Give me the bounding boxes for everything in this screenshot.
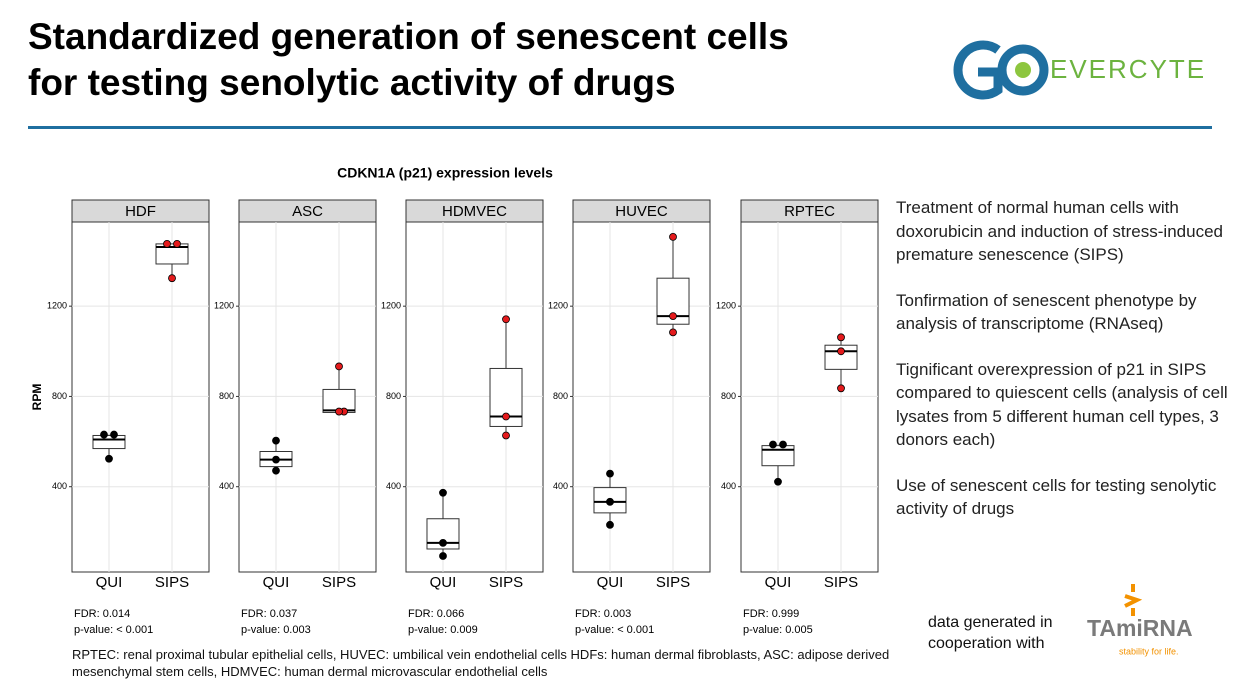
fdr: FDR: 0.014 <box>74 608 130 620</box>
panel <box>71 221 210 573</box>
point <box>272 466 280 475</box>
bullet: Tonfirmation of senescent phenotype by a… <box>896 290 1197 334</box>
figure-title: CDKN1A (p21) expression levels <box>337 165 553 181</box>
bullet: Tignificant overexpression of p21 in SIP… <box>896 359 1228 450</box>
p-value: p-value: < 0.001 <box>575 624 654 636</box>
title-line: Standardized generation of senescent cel… <box>28 16 789 57</box>
point <box>335 362 343 371</box>
fdr: FDR: 0.003 <box>575 608 631 620</box>
x-tick-label: SIPS <box>824 574 858 591</box>
point <box>439 538 447 547</box>
x-tick-label: QUI <box>430 574 457 591</box>
y-tick-label: 1200 <box>381 301 401 311</box>
bullet: Use of senescent cells for testing senol… <box>896 475 1217 519</box>
point <box>774 477 782 486</box>
y-tick-label: 400 <box>721 481 736 491</box>
point <box>669 312 677 321</box>
y-tick-label: 800 <box>553 391 568 401</box>
fdr: FDR: 0.999 <box>743 608 799 620</box>
point <box>837 384 845 393</box>
fdr: FDR: 0.066 <box>408 608 464 620</box>
point <box>502 315 510 324</box>
y-tick-label: 400 <box>553 481 568 491</box>
panel-title: HUVEC <box>615 203 668 220</box>
divider <box>28 126 1212 129</box>
y-tick-label: 1200 <box>47 301 67 311</box>
point <box>168 274 176 283</box>
partner-name: TAmiRNA <box>1087 615 1193 641</box>
y-tick-label: 400 <box>219 481 234 491</box>
y-tick-label: 800 <box>386 391 401 401</box>
partner-tagline: stability for life. <box>1119 646 1179 656</box>
panel-title: RPTEC <box>784 203 835 220</box>
bullet: Treatment of normal human cells with dox… <box>896 198 1223 264</box>
logo-g <box>953 40 1003 100</box>
point <box>502 412 510 421</box>
x-tick-label: SIPS <box>322 574 356 591</box>
point <box>669 328 677 337</box>
box <box>155 243 189 265</box>
p-value: p-value: 0.009 <box>408 624 478 636</box>
y-tick-label: 1200 <box>548 301 568 311</box>
logo-dot <box>1015 62 1031 78</box>
fdr: FDR: 0.037 <box>241 608 297 620</box>
y-axis-label: RPM <box>30 384 44 411</box>
footnote: RPTEC: renal proximal tubular epithelial… <box>72 647 890 679</box>
y-tick-label: 400 <box>52 481 67 491</box>
p-value: p-value: 0.005 <box>743 624 813 636</box>
point <box>439 488 447 497</box>
x-tick-label: SIPS <box>155 574 189 591</box>
logo-o <box>997 44 1049 96</box>
x-tick-label: SIPS <box>489 574 523 591</box>
point <box>439 552 447 560</box>
p-value: p-value: < 0.001 <box>74 624 153 636</box>
p-value: p-value: 0.003 <box>241 624 311 636</box>
box <box>92 434 126 450</box>
bullets: Treatment of normal human cells with dox… <box>896 196 1241 543</box>
point <box>837 333 845 342</box>
x-tick-label: QUI <box>263 574 290 591</box>
partner-logo: TAmiRNA stability for life. <box>1087 584 1193 656</box>
point <box>272 436 280 445</box>
point <box>105 454 113 463</box>
credit: data generated in cooperation with <box>928 614 1053 652</box>
y-tick-label: 800 <box>721 391 736 401</box>
box <box>761 445 795 467</box>
point <box>606 497 614 506</box>
point <box>606 469 614 478</box>
point <box>110 430 118 439</box>
y-tick-label: 800 <box>52 391 67 401</box>
x-tick-label: QUI <box>765 574 792 591</box>
charts: CDKN1A (p21) expression levels HDF 400 800… <box>30 165 879 636</box>
point <box>173 239 181 248</box>
point <box>272 455 280 464</box>
panel-title: ASC <box>292 203 323 220</box>
x-tick-label: SIPS <box>656 574 690 591</box>
point <box>502 431 510 440</box>
point <box>837 347 845 356</box>
point <box>769 440 777 449</box>
point <box>100 430 108 439</box>
y-tick-label: 1200 <box>716 301 736 311</box>
panel <box>572 221 711 573</box>
panel-title: HDMVEC <box>442 203 507 220</box>
panel <box>740 221 879 573</box>
x-tick-label: QUI <box>597 574 624 591</box>
point <box>606 520 614 529</box>
y-tick-label: 400 <box>386 481 401 491</box>
title-line: for testing senolytic activity of drugs <box>28 62 676 103</box>
x-tick-label: QUI <box>96 574 123 591</box>
point <box>335 407 343 416</box>
partner-icon <box>1124 584 1143 616</box>
point <box>779 440 787 449</box>
y-tick-label: 1200 <box>214 301 234 311</box>
logo-text: EVERCYTE <box>1050 54 1206 84</box>
y-tick-label: 800 <box>219 391 234 401</box>
point <box>163 239 171 248</box>
panel-title: HDF <box>125 203 156 220</box>
title: Standardized generation of senescent cel… <box>28 14 789 106</box>
point <box>669 232 677 241</box>
logo: EVERCYTE <box>953 40 1206 100</box>
